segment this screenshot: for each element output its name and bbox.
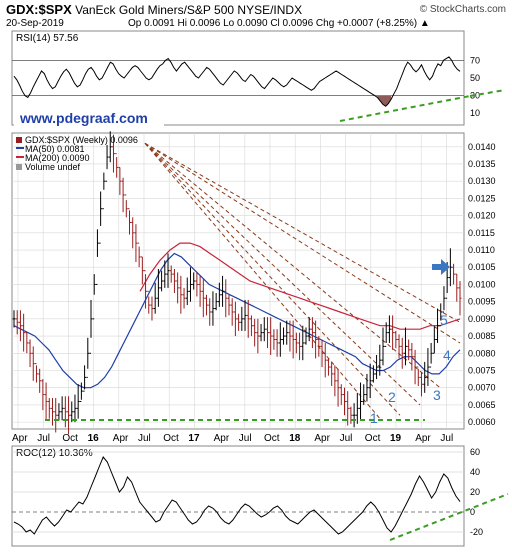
rsi-tick-label: 30	[470, 91, 480, 101]
legend-ma50-swatch	[16, 147, 24, 149]
rsi-green-trendline-ext	[469, 89, 506, 97]
rsi-line	[13, 56, 461, 107]
price-tick-label: 0.0120	[468, 211, 496, 221]
roc-green-trendline	[389, 493, 509, 541]
fan-trendline	[144, 142, 461, 323]
legend-ma50: MA(50) 0.0081	[25, 144, 85, 154]
fan-trendline	[144, 142, 401, 416]
ma50-line	[13, 252, 461, 389]
legend-price-swatch	[16, 137, 22, 143]
annotation-2: 2	[388, 389, 396, 405]
rsi-tick-labels: 70 50 30 10	[470, 55, 480, 118]
legend-ma200: MA(200) 0.0090	[25, 153, 90, 163]
legend-ma200-swatch	[16, 156, 24, 158]
chart-title: GDX:$SPX VanEck Gold Miners/S&P 500 NYSE…	[6, 2, 302, 17]
roc-tick-label: 40	[470, 467, 480, 477]
price-tick-label: 0.0060	[468, 417, 496, 427]
stockcharts-brand: © StockCharts.com	[419, 4, 506, 15]
x-tick-label: 19	[390, 433, 402, 444]
legend-volume-swatch	[16, 164, 22, 170]
x-tick-label: Apr	[214, 433, 230, 444]
x-tick-label: Oct	[365, 433, 381, 444]
x-tick-label: Jul	[340, 433, 353, 444]
price-tick-label: 0.0070	[468, 383, 496, 393]
price-panel	[11, 132, 465, 430]
price-tick-label: 0.0080	[468, 348, 496, 358]
roc-title: ROC(12) 10.36%	[16, 448, 93, 459]
wave-annotations: 12 3 4 5	[370, 312, 451, 426]
x-tick-label: Oct	[264, 433, 280, 444]
price-tick-label: 0.0095	[468, 297, 496, 307]
price-tick-labels: 0.0140 0.0135 0.0130 0.0125 0.0120 0.0115 0.01…	[468, 142, 496, 427]
x-tick-label: Oct	[62, 433, 78, 444]
x-tick-label: Jul	[239, 433, 252, 444]
price-legend: GDX:$SPX (Weekly) 0.0096 MA(50) 0.0081 M…	[16, 135, 138, 172]
chart-quote: Op 0.0091 Hi 0.0096 Lo 0.0090 Cl 0.0096 …	[128, 18, 430, 29]
x-tick-label: Apr	[113, 433, 129, 444]
price-grid	[12, 133, 464, 429]
roc-tick-label: 60	[470, 447, 480, 457]
price-tick-label: 0.0140	[468, 142, 496, 152]
chart-description: VanEck Gold Miners/S&P 500 NYSE/INDX	[75, 3, 303, 17]
chart-symbol: GDX:$SPX	[6, 2, 72, 17]
price-tick-label: 0.0105	[468, 262, 496, 272]
fan-trendline	[144, 143, 381, 419]
rsi-tick-label: 10	[470, 108, 480, 118]
price-tick-label: 0.0110	[468, 245, 495, 255]
roc-tick-labels: 60 40 20 0 -20	[470, 447, 483, 537]
x-tick-label: 16	[88, 433, 100, 444]
price-tick-label: 0.0065	[468, 400, 496, 410]
x-tick-label: Jul	[440, 433, 453, 444]
ma200-line	[139, 242, 461, 330]
x-tick-label: Oct	[163, 433, 179, 444]
annotation-3: 3	[433, 387, 441, 403]
blue-arrow-icon	[432, 259, 450, 275]
chart-date: 20-Sep-2019	[6, 18, 64, 29]
annotation-4: 4	[443, 347, 451, 363]
website-box	[14, 109, 164, 127]
x-axis-tick-labels: Apr Jul Oct 16 Apr Jul Oct 17 Apr Jul Oct 18 Apr Jul O…	[12, 433, 453, 444]
rsi-tick-label: 70	[470, 55, 480, 65]
roc-line	[13, 456, 461, 535]
fan-trendline	[144, 142, 421, 406]
price-tick-label: 0.0090	[468, 314, 496, 324]
rsi-tick-label: 50	[470, 73, 480, 83]
annotation-5: 5	[440, 312, 448, 328]
x-tick-label: 18	[289, 433, 301, 444]
rsi-title: RSI(14) 57.56	[16, 33, 79, 44]
x-tick-label: Apr	[415, 433, 431, 444]
price-tick-label: 0.0130	[468, 176, 496, 186]
x-tick-label: Jul	[138, 433, 151, 444]
website-label: www.pdegraaf.com	[19, 110, 148, 126]
x-tick-label: Apr	[12, 433, 28, 444]
price-tick-label: 0.0135	[468, 159, 496, 169]
price-tick-label: 0.0100	[468, 279, 496, 289]
roc-tick-label: 20	[470, 487, 480, 497]
fan-trendline	[144, 142, 461, 344]
x-tick-label: Apr	[314, 433, 330, 444]
price-tick-label: 0.0075	[468, 365, 496, 375]
price-tick-label: 0.0125	[468, 193, 496, 203]
roc-panel	[11, 445, 465, 547]
legend-price: GDX:$SPX (Weekly) 0.0096	[25, 135, 138, 145]
x-tick-label: 17	[188, 433, 200, 444]
legend-volume: Volume undef	[25, 162, 81, 172]
x-tick-label: Jul	[37, 433, 50, 444]
roc-tick-label: -20	[470, 527, 483, 537]
rsi-green-trendline	[339, 95, 471, 122]
fan-trendline	[144, 142, 441, 389]
price-tick-label: 0.0115	[468, 228, 495, 238]
annotation-1: 1	[370, 410, 378, 426]
price-bars	[12, 131, 462, 435]
price-tick-label: 0.0085	[468, 331, 496, 341]
fan-trendlines	[144, 142, 461, 419]
roc-tick-label: 0	[470, 507, 475, 517]
